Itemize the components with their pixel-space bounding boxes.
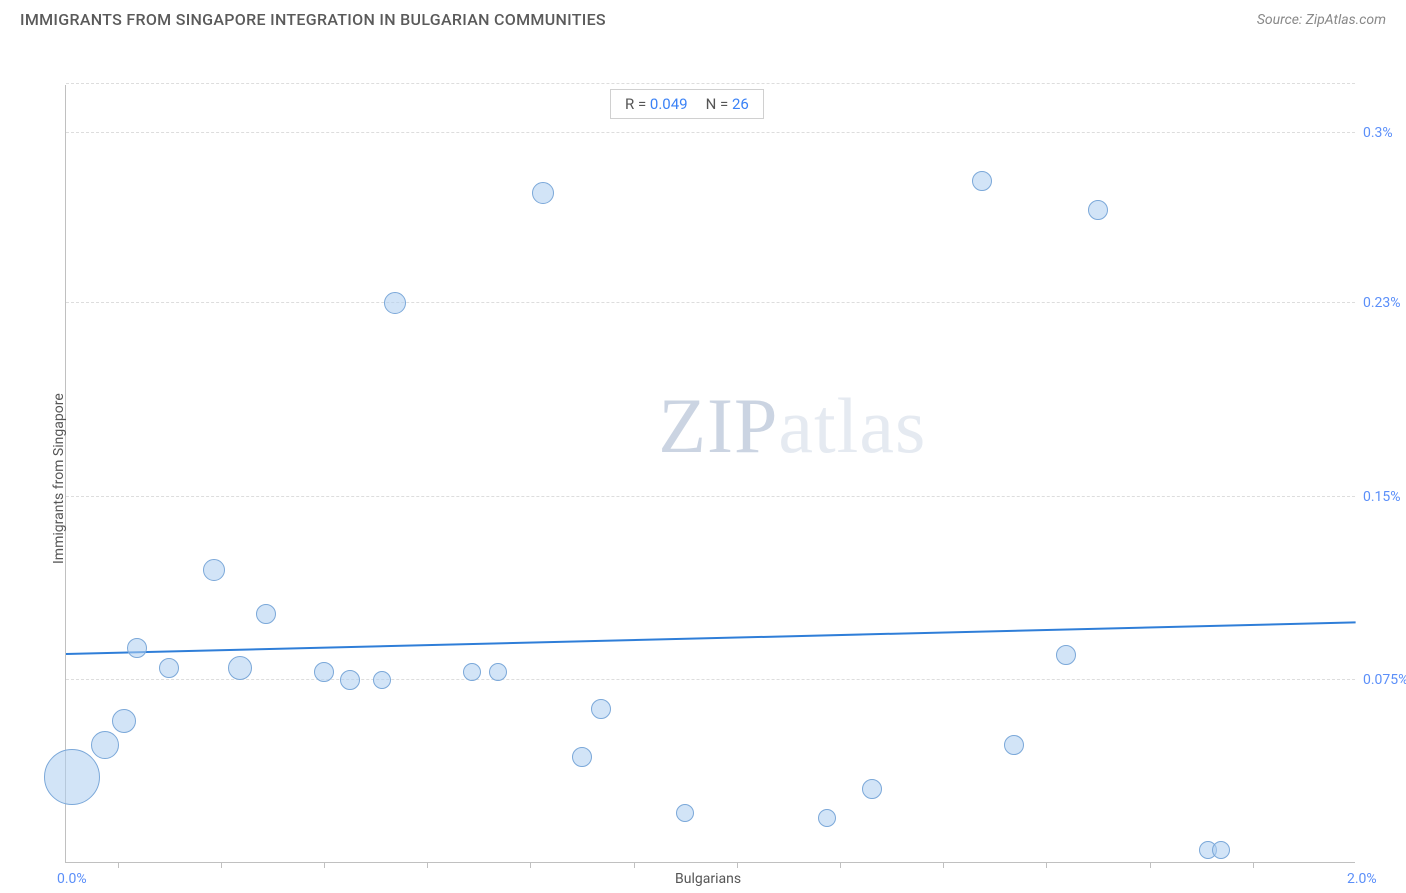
x-tick: [943, 862, 944, 868]
data-point[interactable]: [818, 809, 836, 827]
trend-line: [66, 622, 1356, 656]
source-prefix: Source:: [1257, 12, 1306, 28]
data-point[interactable]: [1056, 645, 1076, 665]
gridline: [66, 83, 1355, 84]
plot-area: [65, 85, 1355, 863]
gridline: [66, 496, 1355, 497]
y-tick-label: 0.075%: [1363, 672, 1406, 688]
x-tick: [324, 862, 325, 868]
data-point[interactable]: [44, 749, 100, 805]
x-tick: [118, 862, 119, 868]
data-point[interactable]: [489, 663, 507, 681]
data-point[interactable]: [1212, 841, 1230, 859]
x-tick: [840, 862, 841, 868]
x-tick: [530, 862, 531, 868]
y-tick-label: 0.15%: [1363, 489, 1401, 505]
data-point[interactable]: [340, 670, 360, 690]
data-point[interactable]: [91, 731, 119, 759]
x-axis-title: Bulgarians: [675, 871, 741, 887]
y-tick-label: 0.3%: [1363, 125, 1393, 141]
data-point[interactable]: [127, 638, 147, 658]
x-tick: [737, 862, 738, 868]
x-tick: [1253, 862, 1254, 868]
r-value: 0.049: [650, 95, 688, 113]
y-tick-label: 0.23%: [1363, 295, 1401, 311]
x-tick: [221, 862, 222, 868]
data-point[interactable]: [862, 779, 882, 799]
data-point[interactable]: [1004, 735, 1024, 755]
source-link[interactable]: ZipAtlas.com: [1306, 12, 1386, 28]
y-axis-title: Immigrants from Singapore: [51, 393, 67, 564]
data-point[interactable]: [384, 292, 406, 314]
data-point[interactable]: [373, 671, 391, 689]
x-tick: [1046, 862, 1047, 868]
chart-header: IMMIGRANTS FROM SINGAPORE INTEGRATION IN…: [0, 0, 1406, 37]
gridline: [66, 679, 1355, 680]
data-point[interactable]: [676, 804, 694, 822]
chart-title: IMMIGRANTS FROM SINGAPORE INTEGRATION IN…: [20, 10, 606, 29]
data-point[interactable]: [256, 604, 276, 624]
data-point[interactable]: [314, 662, 334, 682]
data-point[interactable]: [112, 709, 136, 733]
r-label: R = 0.049: [625, 95, 688, 113]
data-point[interactable]: [972, 171, 992, 191]
data-point[interactable]: [532, 182, 554, 204]
x-min-label: 0.0%: [57, 871, 87, 887]
data-point[interactable]: [591, 699, 611, 719]
data-point[interactable]: [203, 559, 225, 581]
x-tick: [634, 862, 635, 868]
chart-container: 0.075%0.15%0.23%0.3%0.0%2.0%BulgariansIm…: [20, 37, 1386, 893]
data-point[interactable]: [159, 658, 179, 678]
n-value: 26: [732, 95, 749, 113]
gridline: [66, 132, 1355, 133]
data-point[interactable]: [228, 656, 252, 680]
gridline: [66, 302, 1355, 303]
x-tick: [427, 862, 428, 868]
data-point[interactable]: [463, 663, 481, 681]
x-tick: [1150, 862, 1151, 868]
data-point[interactable]: [572, 747, 592, 767]
stats-box: R = 0.049 N = 26: [610, 89, 764, 119]
n-label: N = 26: [706, 95, 749, 113]
chart-source: Source: ZipAtlas.com: [1257, 12, 1386, 28]
x-max-label: 2.0%: [1347, 871, 1377, 887]
data-point[interactable]: [1088, 200, 1108, 220]
